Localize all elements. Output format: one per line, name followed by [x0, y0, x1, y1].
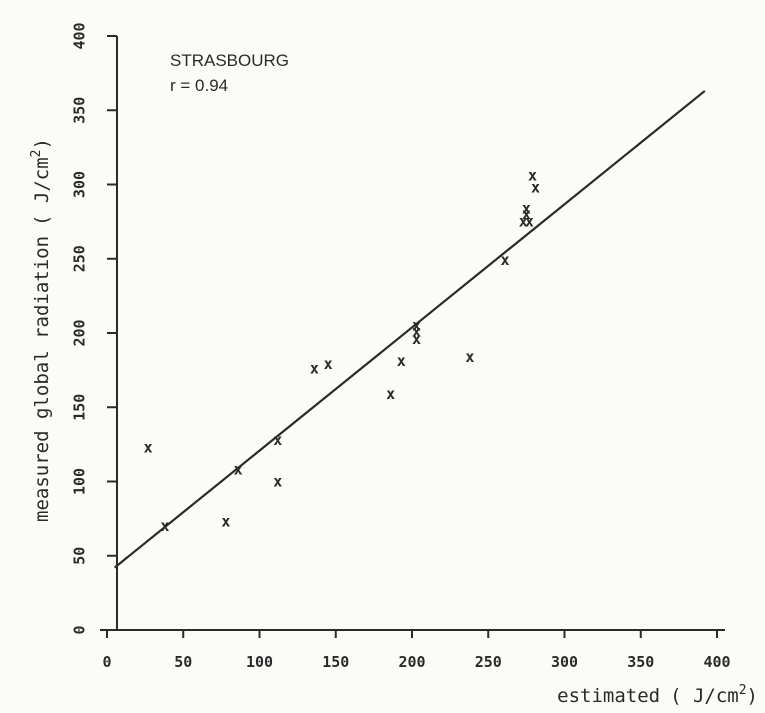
data-point: x [525, 213, 534, 231]
y-tick-label: 400 [71, 22, 89, 49]
data-point: x [386, 385, 395, 403]
data-point: x [221, 513, 230, 531]
data-point: x [412, 330, 421, 348]
y-axis-label: measured global radiation( J/cm2) [29, 138, 53, 522]
y-tick-label: 100 [71, 468, 89, 495]
x-ticks: 0 50 100 150 200 250 300 350 400 [102, 630, 731, 671]
data-point: x [501, 251, 510, 269]
x-tick-label: 50 [174, 653, 192, 671]
x-tick-label: 300 [551, 653, 578, 671]
data-point: x [412, 317, 421, 335]
x-axis-label: estimated( J/cm2) [557, 683, 758, 707]
data-point: x [160, 517, 169, 535]
x-tick-label: 400 [703, 653, 730, 671]
data-point: x [528, 167, 537, 185]
regression-line-group [113, 90, 706, 569]
y-tick-label: 250 [71, 245, 89, 272]
y-tick-label: 300 [71, 171, 89, 198]
x-tick-label: 250 [475, 653, 502, 671]
data-point: x [310, 360, 319, 378]
x-tick-label: 350 [627, 653, 654, 671]
data-point: x [273, 431, 282, 449]
data-point: x [324, 355, 333, 373]
x-tick-label: 150 [322, 653, 349, 671]
data-point: x [519, 213, 528, 231]
x-tick-label: 100 [246, 653, 273, 671]
y-tick-label: 150 [71, 394, 89, 421]
x-tick-label: 200 [398, 653, 425, 671]
y-tick-label: 350 [71, 97, 89, 124]
data-point: x [273, 473, 282, 491]
y-ticks: 0 50 100 150 200 250 300 350 400 [71, 22, 117, 635]
y-axis-label-group: measured global radiation( J/cm2) [29, 138, 53, 522]
correlation-annotation: r = 0.94 [170, 76, 228, 95]
data-point: x [522, 199, 531, 217]
data-point: x [531, 178, 540, 196]
data-point: x [397, 352, 406, 370]
regression-line [113, 90, 706, 569]
data-point: x [234, 461, 243, 479]
y-tick-label: 50 [71, 547, 89, 565]
data-point: x [465, 348, 474, 366]
y-tick-label: 0 [71, 625, 89, 634]
x-tick-label: 0 [102, 653, 111, 671]
data-point: x [522, 205, 531, 223]
data-point: x [144, 438, 153, 456]
y-tick-label: 200 [71, 319, 89, 346]
chart-title: STRASBOURG [170, 51, 289, 70]
data-point: x [412, 323, 421, 341]
